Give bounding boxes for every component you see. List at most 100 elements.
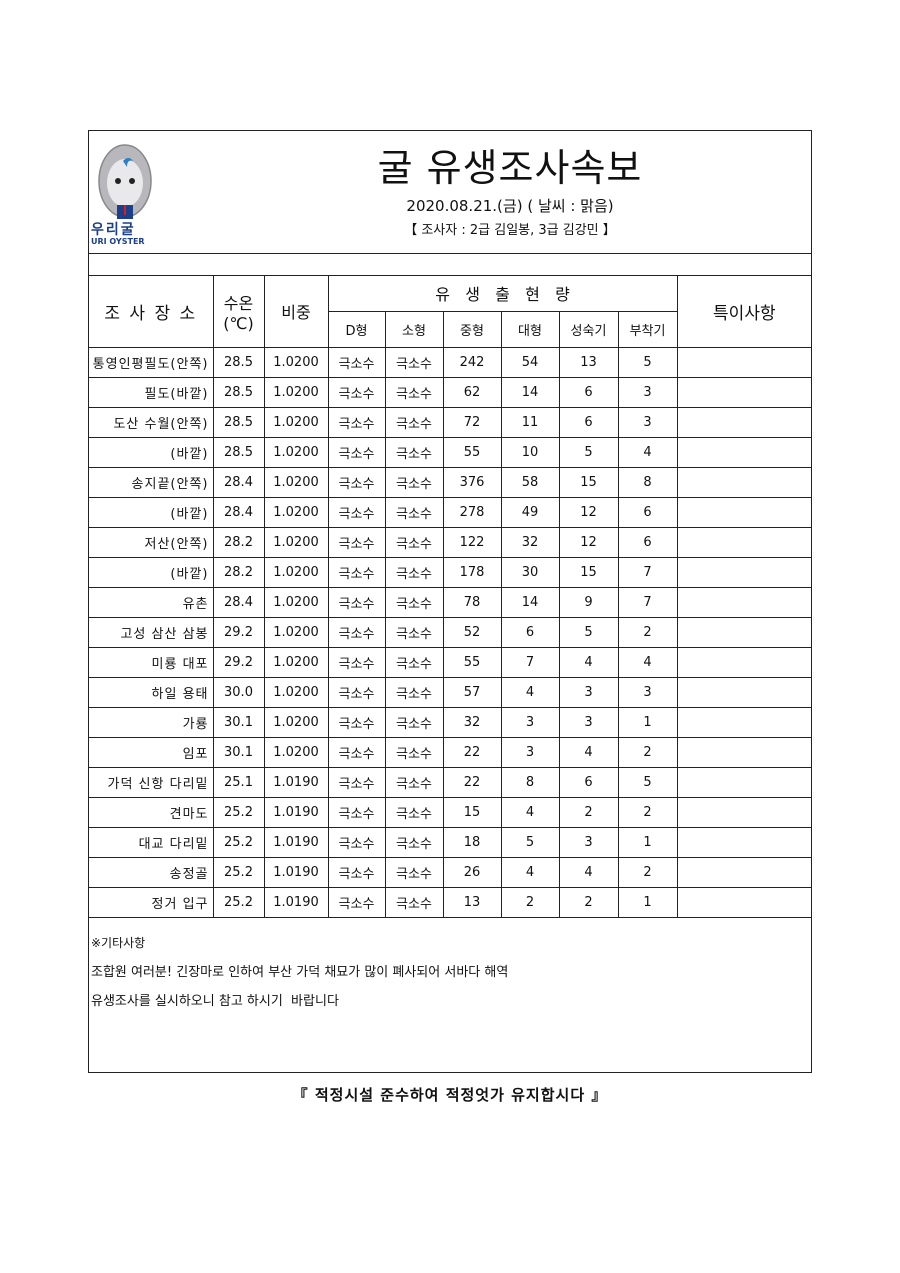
table-row: 통영인평필도(안쪽) 28.5 1.0200 극소수 극소수 242 54 13 5 [89, 347, 812, 378]
cell-d-type: 극소수 [327, 707, 386, 738]
cell-place: 고성 삼산 삼봉 [89, 617, 214, 648]
cell-d-type: 극소수 [327, 527, 386, 558]
cell-water-temp: 28.5 [212, 407, 265, 438]
table-row: (바깥) 28.5 1.0200 극소수 극소수 55 10 5 4 [89, 437, 812, 468]
cell-large: 4 [500, 677, 560, 708]
cell-water-temp: 29.2 [212, 647, 265, 678]
cell-place: 가룡 [89, 707, 214, 738]
cell-medium: 72 [442, 407, 502, 438]
table-row: 송지끝(안쪽) 28.4 1.0200 극소수 극소수 376 58 15 8 [89, 467, 812, 498]
cell-gravity: 1.0200 [263, 707, 329, 738]
cell-gravity: 1.0200 [263, 527, 329, 558]
remarks-section: ※기타사항 조합원 여러분! 긴장마로 인하여 부산 가덕 채묘가 많이 폐사되… [89, 931, 811, 1009]
cell-gravity: 1.0190 [263, 797, 329, 828]
table-row: 정거 입구 25.2 1.0190 극소수 극소수 13 2 2 1 [89, 887, 812, 918]
report-header: 우리굴 URI OYSTER 굴 유생조사속보 2020.08.21.(금) (… [89, 131, 811, 254]
header-temp: 수온 (℃) [212, 275, 265, 348]
header-large: 대형 [500, 311, 560, 348]
cell-water-temp: 29.2 [212, 617, 265, 648]
cell-small: 극소수 [384, 347, 444, 378]
cell-small: 극소수 [384, 437, 444, 468]
blank-row [89, 253, 811, 276]
cell-attach: 3 [617, 407, 678, 438]
cell-d-type: 극소수 [327, 347, 386, 378]
cell-water-temp: 28.5 [212, 437, 265, 468]
table-row: 가룡 30.1 1.0200 극소수 극소수 32 3 3 1 [89, 707, 812, 738]
cell-small: 극소수 [384, 707, 444, 738]
cell-water-temp: 30.0 [212, 677, 265, 708]
cell-attach: 2 [617, 737, 678, 768]
cell-water-temp: 28.4 [212, 587, 265, 618]
cell-medium: 32 [442, 707, 502, 738]
table-row: (바깥) 28.4 1.0200 극소수 극소수 278 49 12 6 [89, 497, 812, 528]
cell-medium: 52 [442, 617, 502, 648]
cell-notes [676, 557, 812, 588]
cell-large: 2 [500, 887, 560, 918]
cell-mature: 15 [558, 467, 619, 498]
cell-gravity: 1.0200 [263, 737, 329, 768]
cell-large: 32 [500, 527, 560, 558]
table-row: 고성 삼산 삼봉 29.2 1.0200 극소수 극소수 52 6 5 2 [89, 617, 812, 648]
cell-place: 견마도 [89, 797, 214, 828]
remarks-line: 조합원 여러분! 긴장마로 인하여 부산 가덕 채묘가 많이 폐사되어 서바다 … [91, 965, 509, 980]
cell-medium: 78 [442, 587, 502, 618]
cell-water-temp: 28.5 [212, 347, 265, 378]
cell-place: 송정골 [89, 857, 214, 888]
cell-place: 미룡 대포 [89, 647, 214, 678]
cell-small: 극소수 [384, 827, 444, 858]
cell-water-temp: 28.5 [212, 377, 265, 408]
cell-small: 극소수 [384, 527, 444, 558]
cell-water-temp: 25.2 [212, 887, 265, 918]
cell-gravity: 1.0200 [263, 617, 329, 648]
cell-attach: 5 [617, 347, 678, 378]
cell-small: 극소수 [384, 767, 444, 798]
cell-water-temp: 30.1 [212, 707, 265, 738]
cell-water-temp: 25.2 [212, 857, 265, 888]
table-row: 송정골 25.2 1.0190 극소수 극소수 26 4 4 2 [89, 857, 812, 888]
cell-notes [676, 347, 812, 378]
cell-large: 3 [500, 707, 560, 738]
cell-mature: 3 [558, 707, 619, 738]
cell-large: 14 [500, 377, 560, 408]
cell-water-temp: 30.1 [212, 737, 265, 768]
cell-water-temp: 28.2 [212, 557, 265, 588]
cell-medium: 26 [442, 857, 502, 888]
header-temp-label: 수온 [223, 293, 254, 313]
cell-d-type: 극소수 [327, 647, 386, 678]
cell-d-type: 극소수 [327, 677, 386, 708]
cell-attach: 7 [617, 587, 678, 618]
cell-attach: 6 [617, 527, 678, 558]
cell-attach: 1 [617, 827, 678, 858]
cell-small: 극소수 [384, 557, 444, 588]
cell-gravity: 1.0200 [263, 587, 329, 618]
cell-gravity: 1.0200 [263, 347, 329, 378]
cell-gravity: 1.0200 [263, 647, 329, 678]
cell-place: 저산(안쪽) [89, 527, 214, 558]
cell-medium: 122 [442, 527, 502, 558]
cell-small: 극소수 [384, 797, 444, 828]
cell-notes [676, 527, 812, 558]
cell-d-type: 극소수 [327, 737, 386, 768]
remarks-heading: ※기타사항 [91, 936, 146, 950]
cell-water-temp: 25.1 [212, 767, 265, 798]
report-frame: 우리굴 URI OYSTER 굴 유생조사속보 2020.08.21.(금) (… [88, 130, 812, 1073]
cell-gravity: 1.0190 [263, 827, 329, 858]
cell-mature: 2 [558, 797, 619, 828]
cell-notes [676, 797, 812, 828]
cell-attach: 4 [617, 437, 678, 468]
cell-notes [676, 767, 812, 798]
cell-large: 10 [500, 437, 560, 468]
cell-mature: 15 [558, 557, 619, 588]
cell-mature: 4 [558, 647, 619, 678]
cell-notes [676, 587, 812, 618]
cell-notes [676, 677, 812, 708]
table-row: 하일 용태 30.0 1.0200 극소수 극소수 57 4 3 3 [89, 677, 812, 708]
cell-gravity: 1.0200 [263, 437, 329, 468]
cell-small: 극소수 [384, 407, 444, 438]
cell-attach: 4 [617, 647, 678, 678]
cell-notes [676, 617, 812, 648]
table-row: 가덕 신항 다리밑 25.1 1.0190 극소수 극소수 22 8 6 5 [89, 767, 812, 798]
cell-place: 필도(바깥) [89, 377, 214, 408]
cell-medium: 376 [442, 467, 502, 498]
cell-small: 극소수 [384, 497, 444, 528]
